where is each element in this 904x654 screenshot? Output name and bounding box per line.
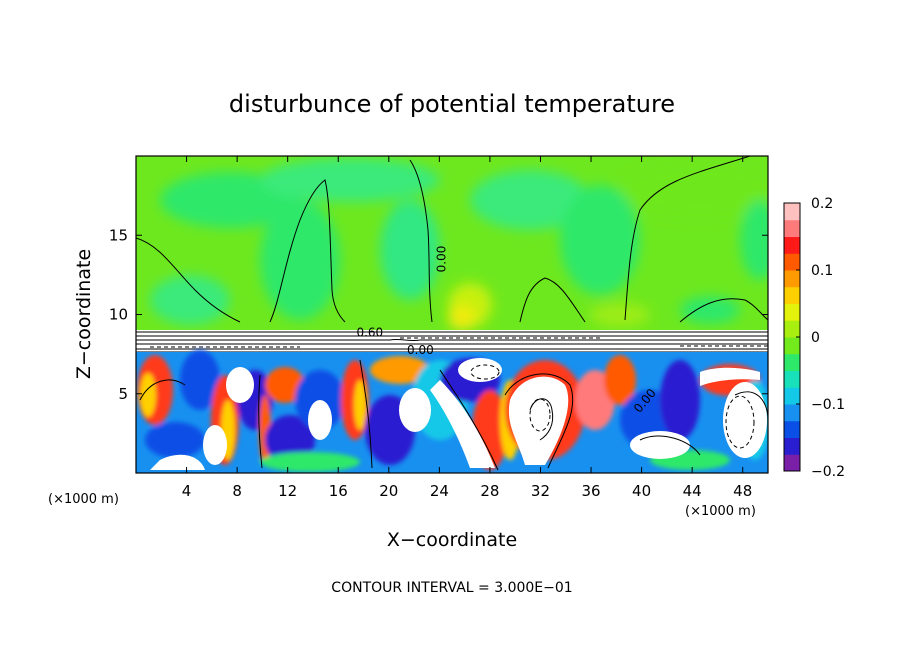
colorbar-tick-label: 0.2 <box>811 196 833 212</box>
x-tick-label: 8 <box>232 482 242 500</box>
x-tick-label: 32 <box>531 482 550 500</box>
x-tick-label: 24 <box>430 482 449 500</box>
colorbar-swatch <box>784 404 800 422</box>
x-tick-label: 4 <box>182 482 192 500</box>
y-axis: 5 10 15 <box>109 226 768 403</box>
colorbar-tick-label: −0.1 <box>811 397 845 413</box>
colorbar-swatch <box>784 370 800 388</box>
colorbar-swatch <box>784 437 800 455</box>
colorbar-swatch <box>784 219 800 237</box>
colorbar-swatch <box>784 203 800 221</box>
y-tick-label: 15 <box>109 226 128 244</box>
x-tick-label: 12 <box>278 482 297 500</box>
colorbar-swatch <box>784 454 800 472</box>
x-tick-label: 28 <box>480 482 499 500</box>
y-tick-label: 10 <box>109 306 128 324</box>
lower-layer-field <box>136 350 768 473</box>
colorbar-swatch <box>784 420 800 438</box>
colorbar: 0.2 0.1 0 −0.1 −0.2 <box>783 196 845 480</box>
x-tick-label: 36 <box>581 482 600 500</box>
colorbar-swatch <box>784 337 800 355</box>
x-tick-label: 16 <box>329 482 348 500</box>
colorbar-tick-label: −0.2 <box>811 464 845 480</box>
inversion-band <box>136 330 768 353</box>
upper-layer-field <box>150 158 768 330</box>
contour-interval-footer: CONTOUR INTERVAL = 3.000E−01 <box>331 580 572 596</box>
contour-label: 0.00 <box>435 246 449 273</box>
colorbar-swatch <box>784 286 800 304</box>
colorbar-swatch <box>784 353 800 371</box>
colorbar-swatch <box>784 303 800 321</box>
colorbar-swatch <box>784 387 800 405</box>
y-axis-label: Z−coordinate <box>73 249 95 379</box>
x-axis-unit-right: (×1000 m) <box>685 504 756 519</box>
x-tick-label: 44 <box>683 482 702 500</box>
x-tick-label: 40 <box>632 482 651 500</box>
contour-label: 0.00 <box>407 343 434 357</box>
colorbar-swatch <box>784 236 800 254</box>
plot-area <box>136 156 768 473</box>
colorbar-tick-label: 0.1 <box>811 263 833 279</box>
colorbar-swatch <box>784 270 800 288</box>
chart-title: disturbunce of potential temperature <box>229 90 675 118</box>
x-axis: 4 8 12 16 20 24 28 32 36 40 44 48 <box>182 156 752 500</box>
colorbar-tick-label: 0 <box>811 330 820 346</box>
x-tick-label: 20 <box>379 482 398 500</box>
x-axis-label: X−coordinate <box>387 529 517 551</box>
contour-label: 0.60 <box>356 326 383 340</box>
colorbar-swatch <box>784 320 800 338</box>
y-tick-label: 5 <box>118 385 128 403</box>
colorbar-swatch <box>784 253 800 271</box>
x-tick-label: 48 <box>733 482 752 500</box>
x-axis-unit-left: (×1000 m) <box>48 492 119 507</box>
